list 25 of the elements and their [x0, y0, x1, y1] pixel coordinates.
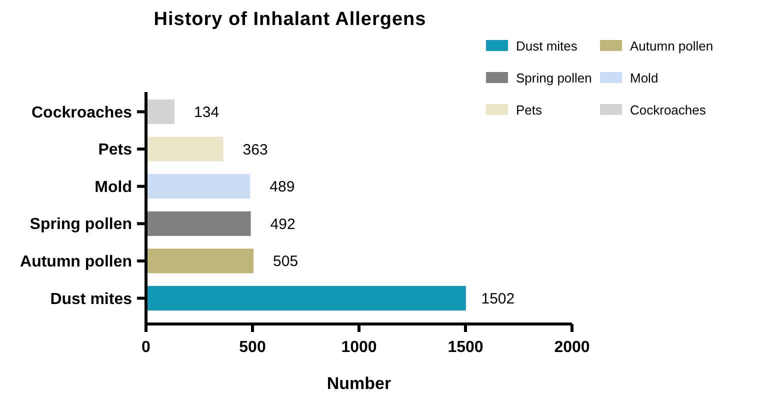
legend-label: Mold: [630, 70, 658, 86]
x-tick-label: 1000: [341, 339, 377, 356]
y-tick-label: Autumn pollen: [20, 254, 132, 271]
legend-label: Autumn pollen: [630, 38, 714, 54]
x-tick-label: 500: [239, 339, 266, 356]
x-tick-label: 0: [142, 339, 151, 356]
y-tick-label: Spring pollen: [30, 216, 132, 234]
data-label: 134: [194, 104, 220, 122]
x-axis-title: Number: [326, 374, 392, 393]
x-tick-label: 1500: [448, 339, 484, 356]
data-label: 492: [270, 216, 296, 233]
legend-label: Spring pollen: [516, 70, 592, 86]
data-label: 505: [273, 253, 298, 270]
data-label: 363: [242, 141, 268, 158]
legend-label: Dust mites: [516, 38, 578, 54]
legend-label: Cockroaches: [630, 102, 706, 118]
y-tick-label: Cockroaches: [32, 104, 132, 122]
y-tick-label: Pets: [98, 142, 132, 159]
legend-label: Pets: [516, 102, 543, 118]
data-label: 489: [270, 178, 295, 196]
y-tick-label: Dust mites: [50, 290, 132, 308]
chart-title: History of Inhalant Allergens: [154, 9, 426, 30]
data-label: 1502: [481, 290, 515, 308]
x-tick-label: 2000: [554, 339, 590, 356]
y-tick-label: Mold: [94, 178, 132, 196]
